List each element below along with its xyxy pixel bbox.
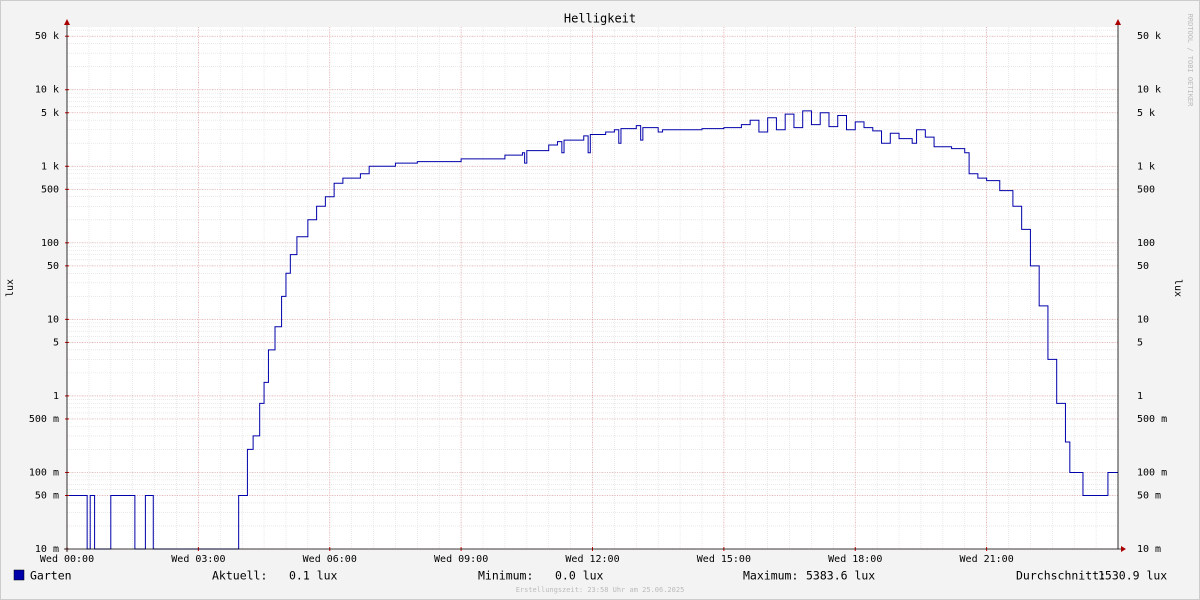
y-tick-label: 10 k [35, 85, 59, 96]
y-axis-label: lux [5, 279, 16, 297]
x-tick-label: Wed 12:00 [565, 554, 619, 565]
y-tick-label-right: 5 k [1137, 108, 1155, 119]
y-tick-label: 1 k [41, 161, 59, 172]
x-tick-label: Wed 06:00 [303, 554, 357, 565]
stat-label: Minimum: [478, 569, 533, 583]
y-tick-label: 50 m [35, 490, 59, 501]
stat-value: 1530.9 lux [1098, 569, 1167, 583]
stat-value: 0.1 lux [289, 569, 338, 583]
y-tick-label-right: 50 [1137, 261, 1149, 272]
y-tick-label: 100 [41, 238, 59, 249]
x-tick-label: Wed 03:00 [171, 554, 225, 565]
legend-swatch [13, 569, 25, 581]
x-tick-label: Wed 09:00 [434, 554, 488, 565]
y-tick-label: 5 k [41, 108, 59, 119]
y-tick-label-right: 50 k [1137, 31, 1161, 42]
y-tick-label-right: 10 m [1137, 544, 1161, 555]
stat-label: Durchschnitt: [1016, 569, 1106, 583]
y-tick-label: 1 [53, 391, 59, 402]
stat-label: Maximum: [743, 569, 798, 583]
x-tick-label: Wed 21:00 [960, 554, 1014, 565]
y-tick-label: 500 m [29, 414, 59, 425]
y-tick-label: 50 [47, 261, 59, 272]
y-tick-label: 100 m [29, 467, 59, 478]
x-tick-label: Wed 15:00 [697, 554, 751, 565]
y-axis-arrow-right [1115, 19, 1121, 25]
y-tick-label-right: 50 m [1137, 490, 1161, 501]
y-axis-arrow [64, 19, 70, 25]
y-tick-label: 10 m [35, 544, 59, 555]
legend-label: Garten [30, 569, 72, 583]
y-axis-label-right: lux [1172, 279, 1183, 297]
y-tick-label-right: 10 [1137, 314, 1149, 325]
y-tick-label: 10 [47, 314, 59, 325]
x-tick-label: Wed 18:00 [828, 554, 882, 565]
y-tick-label-right: 10 k [1137, 85, 1161, 96]
side-text: RRDTOOL / TOBI OETIKER [1186, 14, 1194, 108]
y-tick-label: 500 [41, 184, 59, 195]
y-tick-label-right: 500 m [1137, 414, 1167, 425]
stat-label: Aktuell: [212, 569, 267, 583]
footer: Erstellungszeit: 23:58 Uhr am 25.06.2025 [516, 586, 685, 594]
y-tick-label-right: 1 k [1137, 161, 1155, 172]
stat-value: 5383.6 lux [806, 569, 875, 583]
y-tick-label-right: 100 m [1137, 467, 1167, 478]
y-tick-label-right: 1 [1137, 391, 1143, 402]
series-line [67, 110, 1118, 550]
y-tick-label-right: 500 [1137, 184, 1155, 195]
y-tick-label-right: 5 [1137, 337, 1143, 348]
y-tick-label: 5 [53, 337, 59, 348]
y-tick-label: 50 k [35, 31, 59, 42]
chart-title: Helligkeit [564, 12, 636, 26]
x-axis-arrow [1121, 546, 1126, 552]
y-tick-label-right: 100 [1137, 238, 1155, 249]
stat-value: 0.0 lux [555, 569, 604, 583]
x-tick-label: Wed 00:00 [40, 554, 94, 565]
